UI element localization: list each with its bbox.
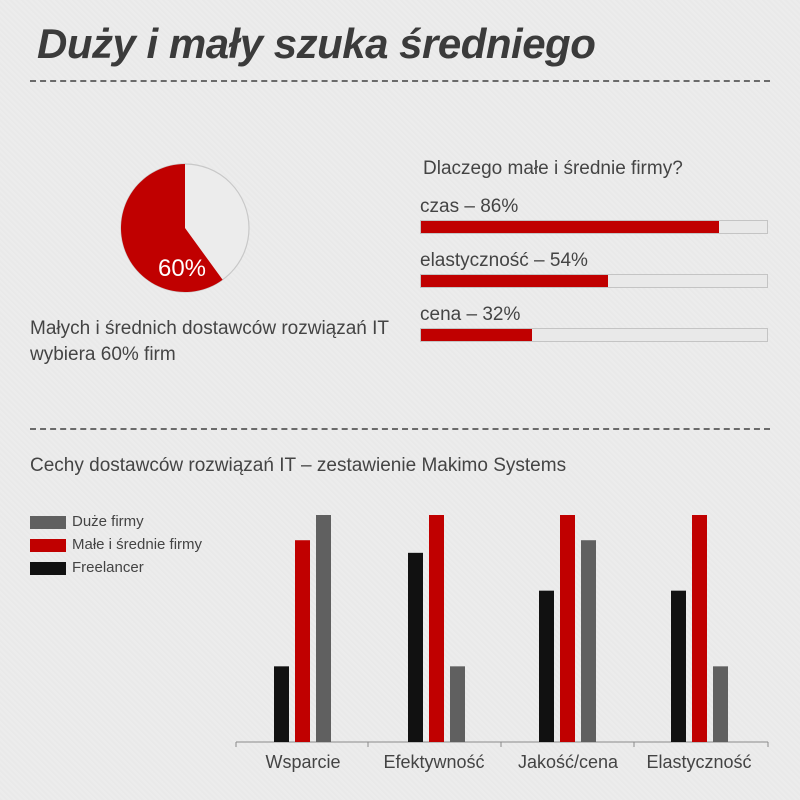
middle-divider xyxy=(30,428,770,430)
page-title: Duży i mały szuka średniego xyxy=(37,20,596,67)
reason-track xyxy=(420,274,768,288)
pie-chart: 60% xyxy=(115,158,255,298)
bar-du-e-firmy-0 xyxy=(316,515,331,742)
legend-label: Małe i średnie firmy xyxy=(72,536,203,553)
bar-du-e-firmy-3 xyxy=(713,666,728,742)
legend-item-duze: Duże firmy xyxy=(30,513,230,531)
bar-freelancer-2 xyxy=(539,590,554,742)
legend-label: Freelancer xyxy=(72,559,144,576)
bar-ma-e-i-rednie-firmy-0 xyxy=(295,540,310,742)
bar-du-e-firmy-2 xyxy=(581,540,596,742)
reason-fill xyxy=(421,329,532,341)
legend-swatch xyxy=(30,539,66,552)
legend-swatch xyxy=(30,516,66,529)
chart-legend: Duże firmy Małe i średnie firmy Freelanc… xyxy=(30,513,230,582)
pie-slice-main xyxy=(120,164,223,292)
reason-fill xyxy=(421,221,719,233)
reason-track xyxy=(420,328,768,342)
chart-title: Cechy dostawców rozwiązań IT – zestawien… xyxy=(30,455,567,476)
pie-svg: 60% xyxy=(120,163,250,293)
legend-item-freelancer: Freelancer xyxy=(30,559,230,577)
legend-label: Duże firmy xyxy=(72,513,144,530)
bar-ma-e-i-rednie-firmy-2 xyxy=(560,515,575,742)
legend-item-male-srednie: Małe i średnie firmy xyxy=(30,536,230,554)
reason-label: elastyczność – 54% xyxy=(420,250,588,271)
pie-caption: Małych i średnich dostawców rozwiązań IT… xyxy=(30,318,389,365)
pie-value-label: 60% xyxy=(158,255,206,282)
reason-bar-cena: cena – 32% xyxy=(420,304,768,342)
reason-label: czas – 86% xyxy=(420,196,519,217)
x-tick-label: Elastyczność xyxy=(646,752,751,772)
bar-du-e-firmy-1 xyxy=(450,666,465,742)
x-tick-label: Jakość/cena xyxy=(518,752,619,772)
top-divider xyxy=(30,80,770,82)
reason-label: cena – 32% xyxy=(420,304,521,325)
legend-swatch xyxy=(30,562,66,575)
x-tick-label: Wsparcie xyxy=(265,752,340,772)
reason-bar-elastycznosc: elastyczność – 54% xyxy=(420,250,768,288)
bar-freelancer-0 xyxy=(274,666,289,742)
reason-bar-czas: czas – 86% xyxy=(420,196,768,234)
x-tick-label: Efektywność xyxy=(383,752,484,772)
reason-track xyxy=(420,220,768,234)
bar-freelancer-3 xyxy=(671,590,686,742)
bar-freelancer-1 xyxy=(408,552,423,742)
reasons-title: Dlaczego małe i średnie firmy? xyxy=(423,158,683,179)
bar-ma-e-i-rednie-firmy-3 xyxy=(692,515,707,742)
bar-ma-e-i-rednie-firmy-1 xyxy=(429,515,444,742)
reason-fill xyxy=(421,275,608,287)
